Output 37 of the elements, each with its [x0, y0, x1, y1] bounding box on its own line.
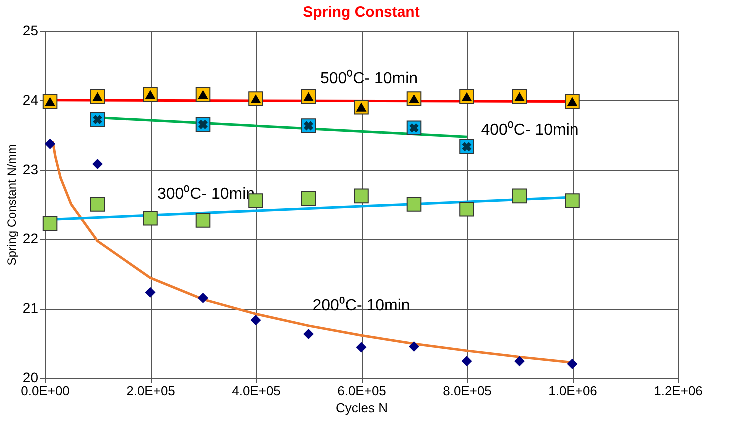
y-tick-label: 23 — [22, 161, 39, 178]
point — [45, 138, 56, 150]
x-tick-label: 1.2E+06 — [654, 384, 703, 398]
point — [406, 197, 422, 212]
x-axis-title: Cycles N — [336, 400, 388, 416]
point — [301, 192, 316, 206]
y-tick-label: 24 — [22, 92, 39, 108]
point — [565, 194, 580, 208]
x-tick-label: 2.0E+05 — [126, 384, 176, 398]
point — [42, 216, 58, 232]
point — [145, 287, 156, 298]
x-tick-label: 8.0E+05 — [443, 384, 492, 398]
x-tick-label: 0.0E+00 — [21, 384, 70, 398]
point — [460, 202, 474, 217]
x-tick-label: 4.0E+05 — [232, 384, 281, 398]
point — [90, 197, 106, 212]
y-tick-label: 25 — [22, 22, 39, 38]
point — [250, 315, 262, 326]
point — [356, 342, 367, 353]
x-tick-label: 6.0E+05 — [338, 384, 386, 398]
point — [198, 292, 208, 304]
point — [567, 358, 578, 370]
x-tick-label: 1.0E+06 — [548, 384, 598, 398]
y-tick-label: 21 — [22, 300, 39, 316]
y-tick-label: 22 — [22, 230, 39, 247]
point — [143, 210, 158, 226]
y-tick-label: 20 — [22, 370, 39, 386]
point — [514, 356, 525, 367]
point — [354, 188, 369, 204]
point — [462, 356, 472, 367]
point — [512, 188, 528, 204]
y-axis-title: Spring Constant N/mm — [4, 144, 19, 266]
point — [304, 329, 314, 340]
point — [409, 342, 420, 352]
point — [196, 213, 211, 228]
point — [92, 159, 103, 170]
chart-title: Spring Constant — [303, 4, 420, 21]
